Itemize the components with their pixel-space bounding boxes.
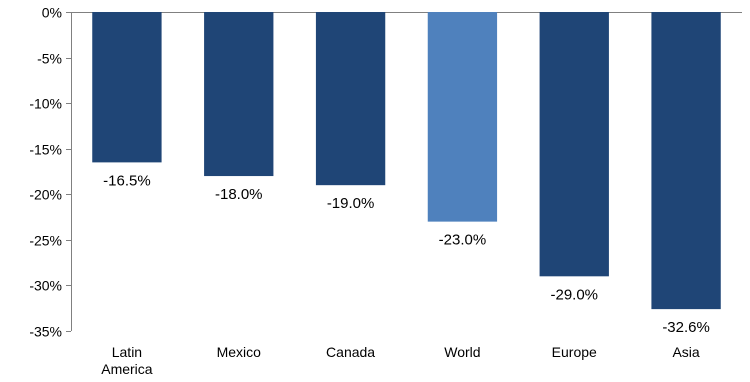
y-tick-label: -30% bbox=[29, 278, 62, 294]
data-label: -32.6% bbox=[662, 319, 710, 336]
bar bbox=[651, 12, 721, 310]
y-tick-label: -15% bbox=[29, 142, 62, 158]
x-tick-label: World bbox=[444, 344, 480, 360]
y-tick-labels: 0% -5% -10% -15% -20% -25% -30% -35% bbox=[29, 5, 62, 340]
y-tick-label: -10% bbox=[29, 96, 62, 112]
x-tick-label: America bbox=[101, 361, 153, 377]
y-tick-label: -25% bbox=[29, 233, 62, 249]
x-tick-label: Latin bbox=[112, 344, 142, 360]
data-label: -23.0% bbox=[439, 232, 487, 249]
bar bbox=[315, 12, 386, 186]
data-label: -29.0% bbox=[550, 286, 598, 303]
data-label: -16.5% bbox=[103, 172, 151, 189]
bars bbox=[92, 12, 721, 310]
data-label: -18.0% bbox=[215, 186, 263, 203]
bar bbox=[427, 12, 498, 222]
y-tick-label: -5% bbox=[37, 51, 62, 67]
x-tick-label: Canada bbox=[326, 344, 375, 360]
x-tick-label: Europe bbox=[552, 344, 597, 360]
data-labels: -16.5% -18.0% -19.0% -23.0% -29.0% -32.6% bbox=[103, 172, 710, 336]
y-tick-label: -35% bbox=[29, 324, 62, 340]
y-tick-label: 0% bbox=[42, 5, 62, 21]
bar bbox=[204, 12, 274, 177]
x-tick-label: Mexico bbox=[217, 344, 262, 360]
axis-layer bbox=[66, 12, 742, 332]
y-tick-label: -20% bbox=[29, 187, 62, 203]
x-tick-label: Asia bbox=[672, 344, 699, 360]
data-label: -19.0% bbox=[327, 195, 375, 212]
bar bbox=[92, 12, 162, 163]
bar bbox=[539, 12, 609, 277]
